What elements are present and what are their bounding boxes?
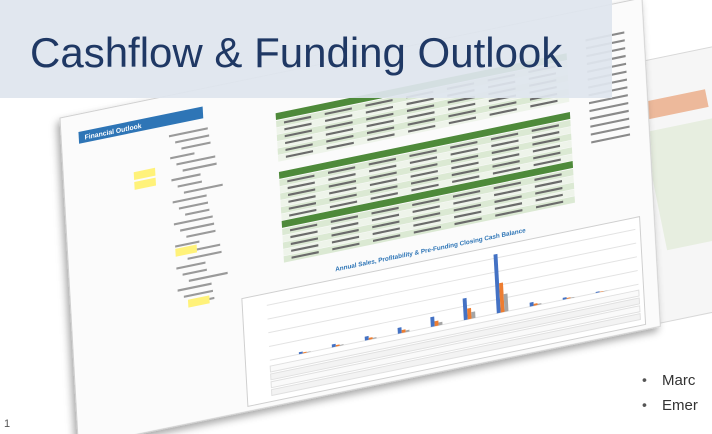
bullet-dot: • xyxy=(642,372,647,388)
page-number: 1 xyxy=(4,418,10,430)
chart-bar xyxy=(398,327,402,334)
chart-bar xyxy=(365,336,369,341)
chart-bar xyxy=(471,311,475,318)
chart-bar xyxy=(530,302,534,307)
page: Financial Outlook Annual Sales, Profitab… xyxy=(0,0,712,434)
bullet-dot: • xyxy=(642,397,647,413)
chart-bar xyxy=(430,316,434,327)
slide: Financial Outlook Annual Sales, Profitab… xyxy=(0,0,712,434)
slide-title: Cashflow & Funding Outlook xyxy=(30,29,563,76)
bullet-text: Marc xyxy=(662,372,696,389)
chart-bar xyxy=(467,308,471,320)
bullet-text: Emer xyxy=(662,397,698,414)
chart-bar xyxy=(434,321,438,327)
